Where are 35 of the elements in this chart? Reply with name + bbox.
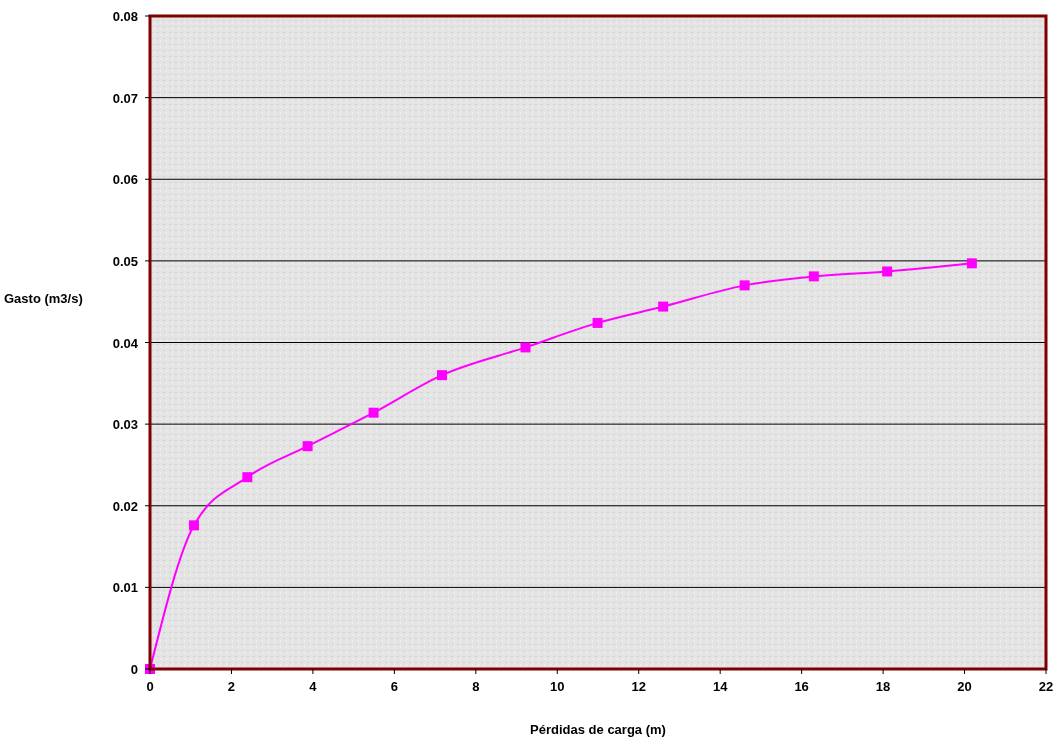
x-tick-label: 4 [309,679,318,694]
y-tick-label: 0.03 [112,417,138,433]
x-tick-label: 18 [875,679,891,694]
point [242,472,253,483]
y-tick-label: 0.08 [112,9,138,24]
point [658,301,669,312]
point [188,520,199,531]
y-tick-label: 0.07 [112,90,138,106]
y-tick-label: 0.06 [112,172,138,188]
point [437,370,448,381]
point [739,280,750,291]
point [808,271,819,282]
point [520,342,531,353]
point [302,441,313,452]
y-tick-label: 0.02 [112,498,138,514]
x-tick-label: 14 [712,679,729,694]
y-tick-label: 0.04 [112,335,139,351]
point [592,317,603,328]
y-tick-label: 0.05 [112,253,138,269]
point [882,266,893,277]
x-tick-label: 6 [390,679,398,694]
x-tick-label: 20 [957,679,972,694]
point [368,407,379,418]
x-axis-title: Pérdidas de carga (m) [530,722,666,737]
y-axis-title: Gasto (m3/s) [4,290,83,306]
x-tick-label: 22 [1038,679,1054,694]
y-tick-label: 0 [130,662,138,677]
x-tick-label: 0 [146,679,154,694]
x-tick-label: 10 [550,679,565,694]
x-tick-label: 12 [631,679,646,694]
x-tick-label: 16 [794,679,809,694]
x-tick-label: 2 [227,679,236,694]
point [966,258,977,269]
x-tick-label: 8 [472,679,480,694]
y-tick-label: 0.01 [112,580,138,596]
